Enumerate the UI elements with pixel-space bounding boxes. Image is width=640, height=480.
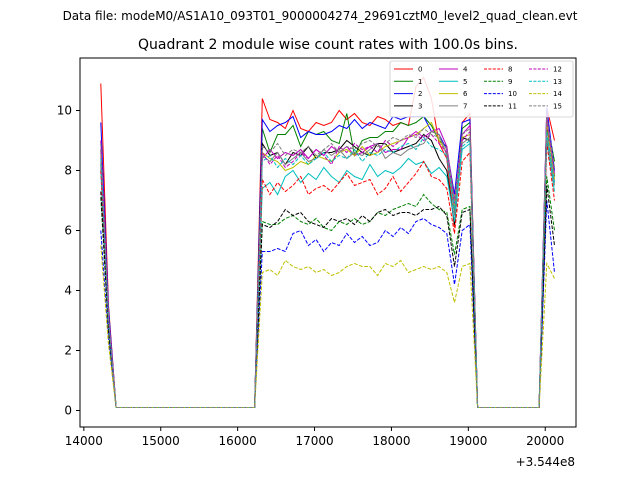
legend-label-9: 9 [508,78,512,86]
y-tick-label: 0 [64,404,72,418]
y-tick-label: 8 [64,164,72,178]
x-tick-label: 17000 [295,434,333,448]
legend-label-15: 15 [553,102,562,110]
legend-label-0: 0 [418,66,422,74]
legend-label-10: 10 [508,90,517,98]
legend-label-2: 2 [418,90,422,98]
series-line-15 [100,116,555,408]
x-tick-label: 20000 [526,434,564,448]
legend-box [389,60,574,118]
legend-label-12: 12 [553,66,562,74]
axes-frame [79,57,577,428]
legend-label-8: 8 [508,66,512,74]
legend-label-5: 5 [463,78,467,86]
legend-label-3: 3 [418,102,422,110]
legend-label-7: 7 [463,102,467,110]
chart-title: Quadrant 2 module wise count rates with … [138,37,518,53]
x-tick-label: 19000 [449,434,487,448]
y-tick-label: 6 [64,224,72,238]
legend-label-4: 4 [463,66,468,74]
legend-label-1: 1 [418,78,422,86]
y-tick-label: 4 [64,284,72,298]
x-tick-label: 15000 [142,434,180,448]
legend-label-14: 14 [553,90,562,98]
y-tick-label: 10 [57,104,72,118]
x-tick-label: 16000 [219,434,257,448]
x-axis-offset-label: +3.544e8 [516,455,575,469]
x-tick-label: 18000 [372,434,410,448]
figure-suptitle: Data file: modeM0/AS1A10_093T01_90000042… [63,9,578,23]
y-tick-label: 2 [64,344,72,358]
legend-label-13: 13 [553,78,562,86]
legend-label-6: 6 [463,90,468,98]
x-axis: 14000 15000 16000 17000 18000 19000 20000 [65,427,564,448]
plot-area [100,76,555,408]
y-axis: 0 2 4 6 8 10 [57,104,80,418]
legend-label-11: 11 [508,102,517,110]
x-tick-label: 14000 [65,434,103,448]
